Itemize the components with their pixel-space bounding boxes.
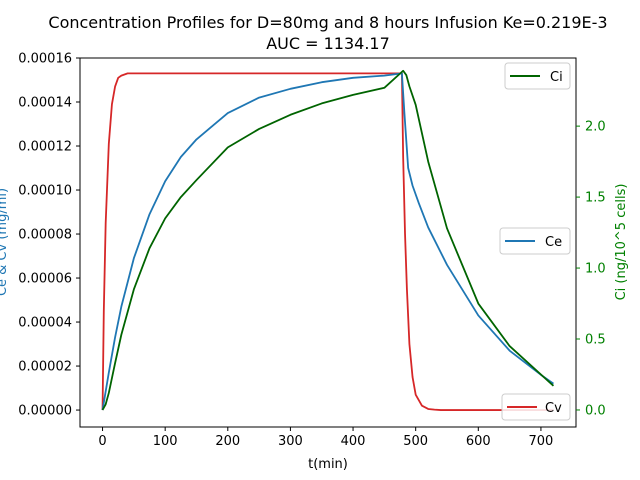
- x-axis-ticks: 0 100 200 300 400 500 600 700: [98, 427, 553, 449]
- x-axis-label: t(min): [308, 457, 348, 472]
- series-line-ci: [101, 69, 555, 411]
- y-right-tick-label: 0.5: [585, 333, 606, 348]
- y-left-axis-label: Ce & Cv (mg/ml): [0, 188, 10, 296]
- plot-frame: [79, 57, 577, 428]
- x-tick-label: 600: [466, 434, 491, 449]
- x-tick-label: 500: [403, 434, 428, 449]
- y-left-tick-label: 0.00008: [18, 228, 72, 243]
- legend-ci: Ci: [504, 62, 571, 90]
- y-left-tick-label: 0.00010: [18, 184, 72, 199]
- legend-cv: Cv: [501, 393, 571, 421]
- x-tick-label: 200: [215, 434, 240, 449]
- series-line-ce: [101, 72, 554, 411]
- legend-ci-label: Ci: [550, 70, 563, 85]
- legend-ce: Ce: [499, 227, 571, 255]
- legend-cv-label: Cv: [545, 401, 562, 416]
- y-right-tick-label: 1.0: [585, 262, 606, 277]
- x-tick-label: 400: [341, 434, 366, 449]
- y-left-tick-label: 0.00004: [18, 316, 72, 331]
- y-left-axis-ticks: 0.00000 0.00002 0.00004 0.00006 0.00008 0.000…: [18, 52, 80, 419]
- chart-subtitle: AUC = 1134.17: [266, 34, 390, 53]
- y-right-axis-ticks: 0.0 0.5 1.0 1.5 2.0: [576, 120, 606, 418]
- y-right-tick-label: 1.5: [585, 191, 606, 206]
- series-layer: [101, 69, 555, 411]
- x-tick-label: 700: [529, 434, 554, 449]
- y-left-tick-label: 0.00006: [18, 272, 72, 287]
- chart-title: Concentration Profiles for D=80mg and 8 …: [48, 13, 607, 32]
- legend-ce-label: Ce: [545, 235, 562, 250]
- y-left-tick-label: 0.00014: [18, 96, 72, 111]
- y-right-tick-label: 2.0: [585, 120, 606, 135]
- series-line-cv: [101, 72, 554, 411]
- x-tick-label: 100: [153, 434, 178, 449]
- x-tick-label: 300: [278, 434, 303, 449]
- y-left-tick-label: 0.00012: [18, 140, 72, 155]
- x-tick-label: 0: [98, 434, 106, 449]
- y-left-tick-label: 0.00016: [18, 52, 72, 67]
- y-right-tick-label: 0.0: [585, 403, 606, 418]
- y-right-axis-label: Ci (ng/10^5 cells): [614, 184, 629, 301]
- y-left-tick-label: 0.00000: [18, 404, 72, 419]
- y-left-tick-label: 0.00002: [18, 360, 72, 375]
